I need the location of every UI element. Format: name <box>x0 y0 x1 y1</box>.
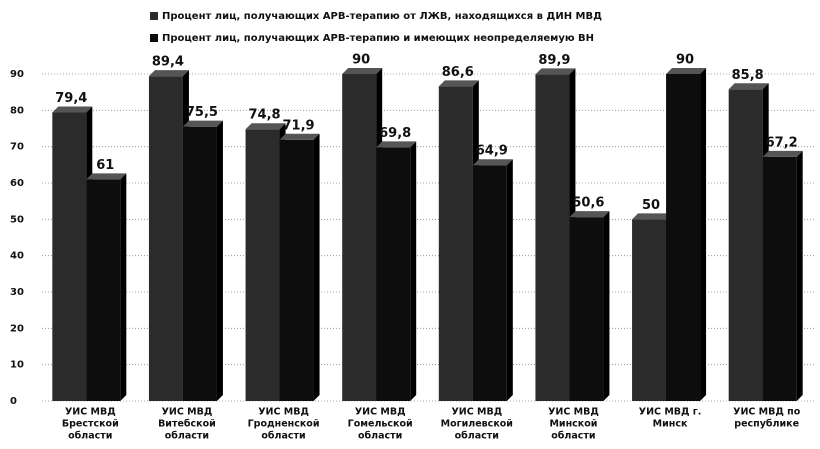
y-tick-label: 90 <box>10 69 24 80</box>
y-tick-label: 40 <box>10 251 24 262</box>
bar-top <box>666 68 707 74</box>
bar-top <box>728 83 769 90</box>
value-label: 90 <box>352 53 370 68</box>
x-tick-label: области <box>68 431 112 442</box>
x-tick-label: Гомельской <box>348 419 413 430</box>
value-label: 90 <box>676 53 694 68</box>
bar-side <box>506 159 513 401</box>
y-tick-label: 20 <box>10 323 24 334</box>
x-tick-label: Минск <box>653 419 688 430</box>
x-tick-label: области <box>358 431 402 442</box>
value-label: 85,8 <box>732 68 764 83</box>
x-tick-label: Минской <box>549 419 597 430</box>
x-tick-label: Брестской <box>62 419 119 430</box>
x-tick-label: области <box>165 431 209 442</box>
x-tick-label: Могилевской <box>441 419 513 430</box>
bar-top <box>438 80 479 87</box>
y-tick-label: 80 <box>10 105 24 116</box>
value-label: 69,8 <box>379 126 411 141</box>
bar <box>148 76 183 402</box>
x-tick-label: УИС МВД <box>548 407 599 418</box>
value-label: 89,9 <box>538 53 570 68</box>
bar-top <box>279 133 320 140</box>
bar <box>342 74 377 401</box>
bar-top <box>182 120 223 127</box>
legend-swatch <box>150 12 158 20</box>
value-label: 64,9 <box>476 144 508 159</box>
value-label: 50 <box>642 198 660 213</box>
y-tick-label: 60 <box>10 178 24 189</box>
bar-side <box>796 150 803 401</box>
value-label: 50,6 <box>572 196 604 211</box>
x-tick-label: УИС МВД <box>355 407 406 418</box>
bar-top <box>148 70 189 77</box>
bar-top <box>52 106 93 113</box>
x-tick-label: УИС МВД <box>258 407 309 418</box>
x-tick-label: УИС МВД <box>65 407 116 418</box>
legend-swatch <box>150 34 158 42</box>
value-label: 89,4 <box>152 55 184 70</box>
x-tick-label: УИС МВД по <box>733 407 801 418</box>
bar <box>569 217 604 401</box>
bar-top <box>535 68 576 75</box>
x-tick-label: области <box>261 431 305 442</box>
y-tick-label: 50 <box>10 214 24 225</box>
y-tick-label: 30 <box>10 287 24 298</box>
x-tick-label: УИС МВД г. <box>639 407 702 418</box>
bar-top <box>342 68 383 74</box>
bar-side <box>216 120 223 401</box>
x-tick-label: республике <box>734 419 799 430</box>
bar-side <box>410 141 417 402</box>
legend-label: Процент лиц, получающих АРВ-терапию от Л… <box>162 11 602 22</box>
bar-top <box>472 159 513 166</box>
x-tick-label: УИС МВД <box>162 407 213 418</box>
bar <box>472 165 507 401</box>
x-tick-label: области <box>551 431 595 442</box>
bar-top <box>376 141 417 148</box>
bar-top <box>569 211 610 218</box>
bar <box>666 74 701 401</box>
bar-top <box>245 123 286 130</box>
bar-side <box>700 68 707 401</box>
y-tick-label: 70 <box>10 142 24 153</box>
x-tick-label: Гродненской <box>248 419 320 430</box>
bar-top <box>86 173 127 180</box>
legend-label: Процент лиц, получающих АРВ-терапию и им… <box>162 33 594 44</box>
bar <box>182 126 217 401</box>
value-label: 71,9 <box>283 118 315 133</box>
value-label: 74,8 <box>249 108 281 123</box>
bar <box>632 219 667 401</box>
value-label: 79,4 <box>55 91 87 106</box>
bar-side <box>603 211 610 401</box>
value-label: 75,5 <box>186 105 218 120</box>
x-tick-label: УИС МВД <box>451 407 502 418</box>
bar-top <box>632 213 673 220</box>
bar <box>438 86 473 401</box>
bar <box>279 139 314 401</box>
value-label: 67,2 <box>766 135 798 150</box>
y-tick-label: 0 <box>10 396 17 407</box>
bar <box>376 147 411 401</box>
value-label: 61 <box>96 158 114 173</box>
bar-side <box>313 133 320 401</box>
x-tick-label: области <box>455 431 499 442</box>
y-tick-label: 10 <box>10 360 24 371</box>
bar <box>52 112 87 401</box>
bar <box>535 74 570 401</box>
bar <box>86 179 121 401</box>
bar <box>762 156 797 401</box>
bar-side <box>120 173 127 401</box>
value-label: 86,6 <box>442 65 474 80</box>
bar-top <box>762 150 803 157</box>
bar <box>728 89 763 401</box>
x-tick-label: Витебской <box>158 419 216 430</box>
bar <box>245 129 280 401</box>
